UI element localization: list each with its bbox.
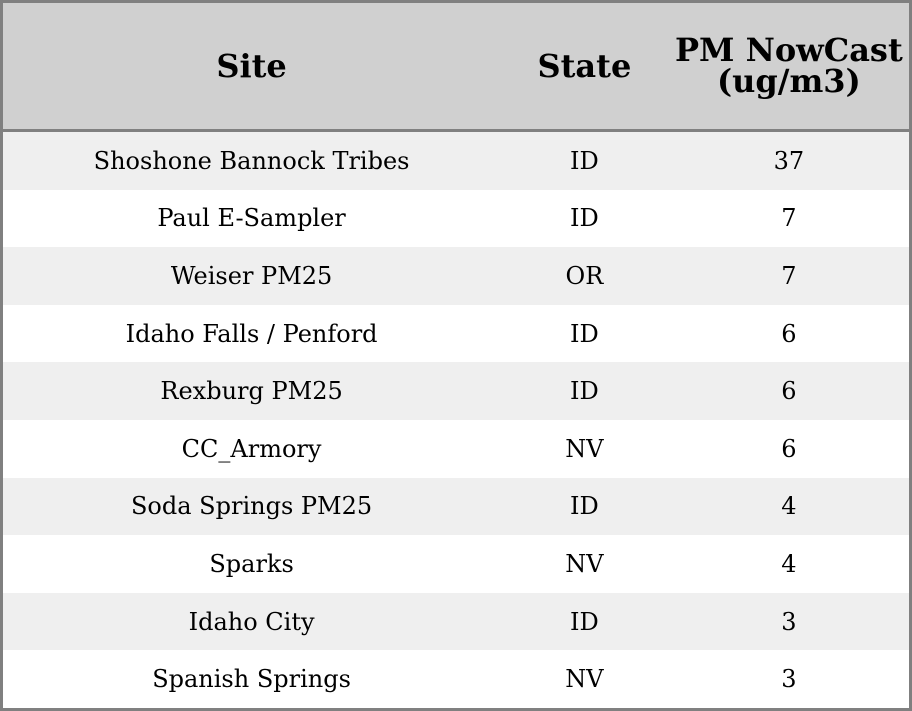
state-cell: NV <box>500 535 669 593</box>
state-cell: ID <box>500 130 669 190</box>
table-row: Idaho Falls / Penford ID 6 <box>1 304 911 363</box>
site-cell: Idaho City <box>1 592 501 651</box>
table-row: Weiser PM25 OR 7 <box>1 247 911 305</box>
pm-value-cell: 6 <box>668 304 911 363</box>
table-row: Shoshone Bannock Tribes ID 37 <box>1 130 911 190</box>
state-cell: OR <box>500 247 669 305</box>
table-row: CC_Armory NV 6 <box>1 419 911 478</box>
pm-value-cell: 3 <box>668 592 911 651</box>
table-row: Soda Springs PM25 ID 4 <box>1 477 911 536</box>
header-row: Site State PM NowCast (ug/m3) <box>1 1 911 132</box>
header-site: Site <box>1 1 501 132</box>
table-row: Sparks NV 4 <box>1 535 911 593</box>
site-cell: Shoshone Bannock Tribes <box>1 130 501 190</box>
pm-value-cell: 4 <box>668 535 911 593</box>
pm-value-cell: 6 <box>668 362 911 420</box>
state-cell: ID <box>500 592 669 651</box>
pm-value-cell: 7 <box>668 189 911 248</box>
table-row: Rexburg PM25 ID 6 <box>1 362 911 420</box>
pm-value-cell: 7 <box>668 247 911 305</box>
state-cell: NV <box>500 650 669 710</box>
header-state: State <box>500 1 669 132</box>
header-pm-nowcast: PM NowCast (ug/m3) <box>668 1 911 132</box>
state-cell: ID <box>500 189 669 248</box>
pm-value-cell: 3 <box>668 650 911 710</box>
site-cell: Rexburg PM25 <box>1 362 501 420</box>
state-cell: ID <box>500 477 669 536</box>
state-cell: ID <box>500 304 669 363</box>
pm-value-cell: 6 <box>668 419 911 478</box>
table-row: Idaho City ID 3 <box>1 592 911 651</box>
site-cell: Spanish Springs <box>1 650 501 710</box>
state-cell: ID <box>500 362 669 420</box>
pm-value-cell: 37 <box>668 130 911 190</box>
site-cell: CC_Armory <box>1 419 501 478</box>
table-row: Paul E-Sampler ID 7 <box>1 189 911 248</box>
site-cell: Idaho Falls / Penford <box>1 304 501 363</box>
site-cell: Weiser PM25 <box>1 247 501 305</box>
table-row: Spanish Springs NV 3 <box>1 650 911 710</box>
pm-value-cell: 4 <box>668 477 911 536</box>
site-cell: Paul E-Sampler <box>1 189 501 248</box>
site-cell: Sparks <box>1 535 501 593</box>
state-cell: NV <box>500 419 669 478</box>
site-cell: Soda Springs PM25 <box>1 477 501 536</box>
